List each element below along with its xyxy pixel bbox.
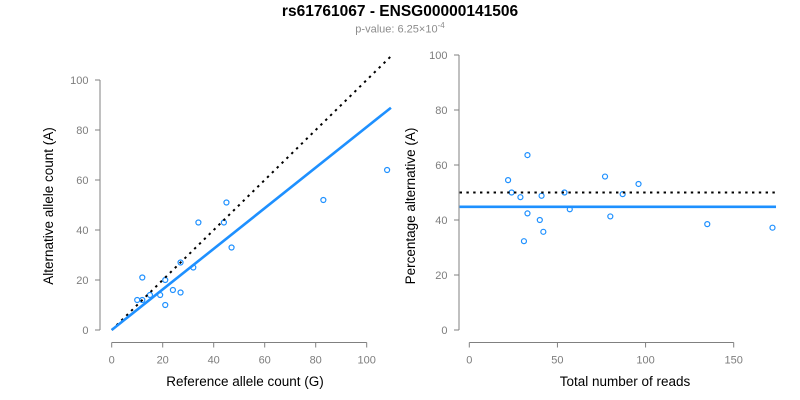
y-tick-label: 20 [76,275,88,287]
y-tick-label: 40 [435,215,447,227]
data-point [540,228,547,235]
data-point [384,166,391,174]
y-tick-label: 20 [435,270,447,282]
data-point [228,244,235,251]
data-point [162,276,169,284]
pvalue-mantissa: 6.25×10 [397,23,438,36]
x-tick-label: 100 [358,355,376,367]
fit-line [110,106,392,332]
pvalue-subtitle: p-value: 6.25×10-4 [0,21,800,36]
data-point [524,152,531,159]
y-tick-label: 100 [70,75,88,87]
data-point [134,296,141,304]
right-y-axis-title: Percentage alternative (A) [403,128,418,285]
y-tick-label: 80 [76,125,88,137]
data-point [146,291,154,299]
x-tick-label: 0 [466,355,472,367]
x-tick-label: 0 [109,355,115,367]
x-tick-label: 100 [636,355,654,367]
data-point [769,224,776,231]
identity-line [110,55,392,331]
data-point [223,199,230,206]
data-point [635,180,642,188]
data-point [704,221,711,228]
data-point [139,296,146,304]
right-scatter-plot: 0 20 40 60 80 100 0 50 100 150 [429,50,777,367]
y-tick-label: 100 [429,50,447,62]
y-tick-label: 0 [82,325,88,337]
pvalue-exponent: -4 [437,21,445,30]
data-point [538,192,545,199]
left-scatter-plot: 0 20 40 60 80 100 0 20 40 60 80 100 [70,55,392,367]
x-tick-label: 60 [259,355,271,367]
data-point [162,301,169,309]
y-tick-label: 60 [435,160,447,172]
x-tick-label: 50 [551,355,563,367]
right-x-axis-title: Total number of reads [560,374,691,389]
x-tick-label: 40 [208,355,220,367]
data-point [601,173,609,180]
x-tick-label: 20 [157,355,169,367]
data-point [619,191,626,198]
data-point [195,219,202,226]
y-tick-label: 0 [441,325,447,337]
y-tick-label: 80 [435,105,447,117]
x-tick-label: 150 [725,355,743,367]
data-point [520,238,528,245]
data-point [320,196,327,204]
data-point [508,189,515,196]
data-point [524,210,531,217]
pvalue-label: p-value: [355,23,398,36]
data-point [504,177,512,184]
y-tick-label: 40 [76,225,88,237]
left-x-axis-title: Reference allele count (G) [166,374,324,389]
data-point [607,213,614,220]
data-point [536,216,543,224]
data-point [139,274,146,281]
figure-title: rs61761067 - ENSG00000141506 [281,3,519,20]
left-y-axis-title: Alternative allele count (A) [41,127,56,285]
data-point [517,194,524,201]
data-point [177,259,184,266]
data-point [169,286,176,294]
y-tick-label: 60 [76,175,88,187]
data-point [177,289,184,296]
x-tick-label: 80 [310,355,322,367]
